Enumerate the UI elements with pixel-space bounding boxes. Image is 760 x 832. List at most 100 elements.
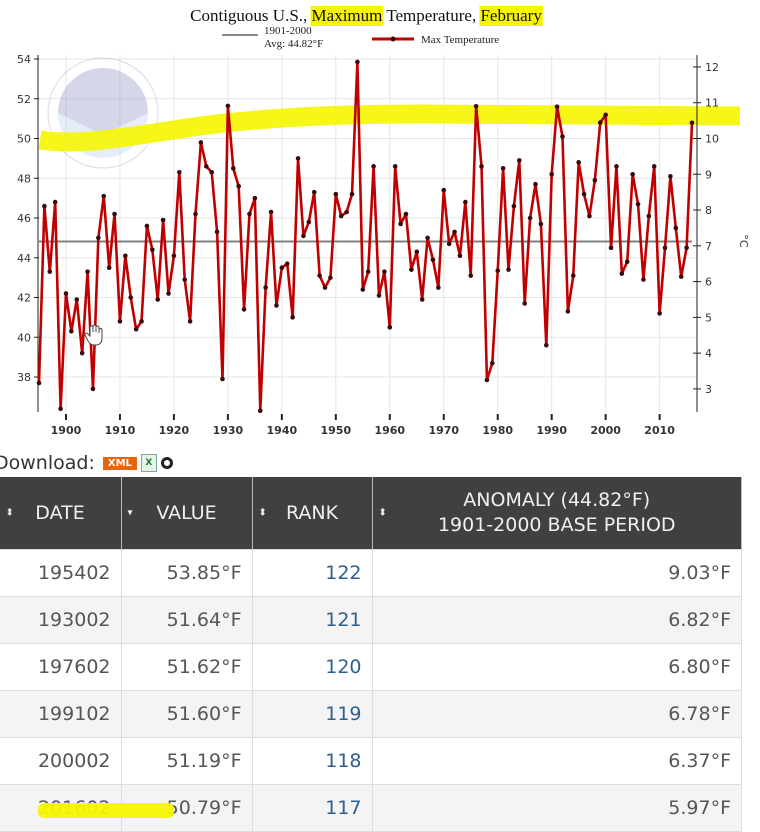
data-point — [106, 265, 112, 270]
data-point — [560, 134, 565, 139]
excel-download-icon[interactable]: X — [140, 454, 157, 472]
column-header-date[interactable]: ⬍ DATE — [0, 477, 122, 550]
data-point — [150, 247, 155, 253]
data-point — [603, 112, 608, 118]
data-point — [236, 183, 241, 189]
x-tick-label: 2000 — [590, 424, 621, 437]
data-point — [85, 269, 90, 274]
sort-icon[interactable]: ⬍ — [378, 507, 387, 519]
data-point — [187, 319, 193, 324]
data-point — [436, 285, 441, 290]
data-point — [171, 253, 177, 259]
y2-tick-label: 9 — [705, 168, 712, 181]
cell-anomaly: 5.97°F — [371, 784, 742, 832]
data-point — [128, 295, 134, 300]
cell-rank[interactable]: 122 — [251, 549, 373, 597]
data-point — [101, 193, 107, 199]
data-point — [123, 253, 128, 259]
cell-rank[interactable]: 119 — [251, 690, 373, 738]
data-point — [592, 177, 598, 183]
cell-value: 53.85°F — [120, 549, 253, 597]
data-point — [306, 219, 312, 225]
data-point — [608, 245, 614, 251]
series-max-temperature — [36, 59, 695, 414]
data-point — [139, 319, 144, 324]
cell-value: 51.60°F — [120, 690, 253, 738]
data-point — [684, 245, 689, 251]
data-point — [382, 269, 387, 274]
y2-tick-label: 11 — [705, 97, 719, 110]
x-tick-label: 1920 — [159, 424, 190, 437]
data-point — [565, 309, 571, 314]
data-point — [338, 213, 344, 219]
rss-icon[interactable] — [160, 457, 173, 469]
data-point — [241, 307, 247, 312]
data-point — [36, 380, 42, 386]
table-row: 197602 51.62°F 120 6.80°F — [0, 643, 742, 691]
column-header-anomaly[interactable]: ⬍ ANOMALY (44.82°F) 1901-2000 BASE PERIOD — [372, 477, 742, 550]
data-point — [317, 273, 322, 278]
sort-icon[interactable]: ⬍ — [5, 507, 14, 519]
data-point — [533, 181, 538, 187]
y2-tick-label: 12 — [705, 61, 719, 74]
y2-tick-label: 8 — [705, 204, 712, 217]
data-point — [360, 287, 366, 292]
column-header-rank[interactable]: ⬍ RANK — [252, 477, 373, 550]
legend-baseline-sub: Avg: 44.82°F — [264, 38, 323, 50]
data-point — [257, 408, 263, 414]
data-point — [646, 213, 652, 219]
xml-download-button[interactable]: XML — [102, 456, 137, 470]
data-point — [581, 191, 587, 197]
y2-tick-label: 5 — [705, 311, 712, 324]
grid — [39, 55, 697, 412]
x-tick-label: 1900 — [51, 424, 82, 437]
x-tick-label: 1960 — [374, 424, 405, 437]
data-point — [290, 315, 295, 320]
table-row: 195402 53.85°F 122 9.03°F — [0, 549, 742, 597]
column-header-value[interactable]: ▾ VALUE — [121, 477, 253, 550]
cell-value: 51.19°F — [120, 737, 253, 785]
data-point — [597, 120, 603, 125]
cell-rank[interactable]: 121 — [251, 596, 373, 644]
data-point — [301, 233, 306, 239]
cell-value: 51.62°F — [120, 643, 253, 691]
y2-tick-label: 6 — [705, 276, 712, 289]
data-point — [58, 406, 63, 412]
data-point — [333, 191, 339, 197]
legend-series-marker — [390, 36, 396, 42]
data-point — [252, 195, 258, 201]
cell-anomaly: 6.82°F — [371, 596, 742, 644]
data-point — [203, 164, 209, 169]
cell-rank[interactable]: 120 — [251, 643, 373, 691]
y-tick-label: 40 — [17, 331, 31, 344]
data-point — [90, 386, 96, 392]
data-point — [365, 269, 371, 274]
data-point — [517, 158, 522, 163]
cell-rank[interactable]: 117 — [251, 784, 373, 832]
data-point — [479, 164, 484, 169]
data-point — [371, 164, 376, 169]
cell-anomaly: 6.37°F — [371, 737, 742, 785]
y2-tick-label: 3 — [705, 383, 712, 396]
data-point — [490, 360, 495, 366]
data-point — [403, 211, 409, 217]
hand-drawn-highlight — [38, 104, 741, 152]
data-point — [155, 297, 161, 302]
sort-icon[interactable]: ⬍ — [258, 507, 267, 519]
data-point — [220, 376, 225, 382]
data-point — [689, 120, 695, 126]
data-point — [576, 160, 581, 165]
legend-series-label: Max Temperature — [421, 34, 499, 46]
cell-rank[interactable]: 118 — [251, 737, 373, 785]
x-tick-label: 2010 — [644, 424, 675, 437]
data-point — [484, 377, 490, 383]
download-bar: Download: XML X — [0, 452, 173, 474]
table-row: 193002 51.64°F 121 6.82°F — [0, 596, 742, 644]
table-row: 200002 51.19°F 118 6.37°F — [0, 737, 742, 785]
sort-desc-icon[interactable]: ▾ — [127, 507, 133, 519]
title-highlight-maximum — [310, 6, 384, 26]
data-point — [414, 249, 420, 255]
x-tick-label: 1950 — [321, 424, 352, 437]
cell-value: 51.64°F — [120, 596, 253, 644]
data-point — [230, 166, 236, 171]
